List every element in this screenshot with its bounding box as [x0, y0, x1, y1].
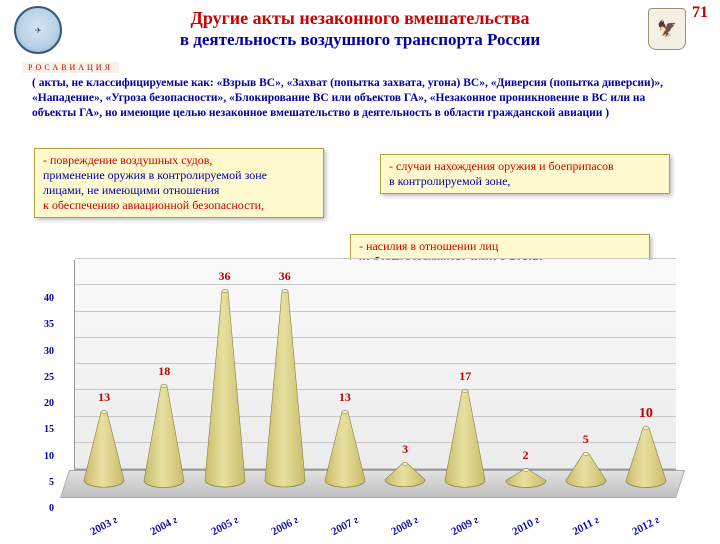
- ytick-label: 15: [32, 424, 54, 435]
- xtick-label: 2007 г: [317, 508, 372, 543]
- xtick-label: 2011 г: [558, 508, 613, 543]
- page-number: 71: [692, 4, 708, 22]
- definition-text: ( акты, не классифицируемые как: «Взрыв …: [32, 76, 692, 121]
- title-line-1: Другие акты незаконного вмешательства: [80, 8, 640, 30]
- cone: 13: [77, 408, 131, 488]
- cone: 10: [619, 424, 673, 489]
- callout2-red: - случаи нахождения оружия и боеприпасов: [389, 159, 614, 173]
- cone-value-label: 13: [318, 390, 372, 405]
- ytick-label: 0: [32, 503, 54, 514]
- callout-ammo: - случаи нахождения оружия и боеприпасов…: [380, 154, 670, 194]
- cone: 5: [559, 450, 613, 488]
- ytick-label: 10: [32, 451, 54, 462]
- cone-value-label: 5: [559, 432, 613, 447]
- ytick-label: 5: [32, 477, 54, 488]
- cone-value-label: 3: [378, 442, 432, 457]
- emblem-shield: 🦅: [648, 8, 686, 50]
- grid-line: [75, 258, 676, 259]
- callout-damage: - повреждение воздушных судов, применени…: [34, 148, 324, 218]
- ytick-label: 35: [32, 319, 54, 330]
- cone-value-label: 13: [77, 390, 131, 405]
- cone-value-label: 2: [499, 448, 553, 463]
- cone: 13: [318, 408, 372, 488]
- grid-line: [75, 284, 676, 285]
- rosaviatsia-label: РОСАВИАЦИЯ: [22, 62, 119, 73]
- cone-value-label: 36: [258, 269, 312, 284]
- xtick-label: 2012 г: [618, 508, 673, 543]
- cone-value-label: 18: [137, 364, 191, 379]
- ytick-label: 40: [32, 293, 54, 304]
- cone-chart: 13183636133172510 05101520253035402003 г…: [24, 238, 696, 536]
- callout1-red1: - повреждение воздушных судов,: [43, 153, 212, 167]
- cone-value-label: 36: [198, 269, 252, 284]
- xtick-label: 2008 г: [378, 508, 433, 543]
- cone: 17: [438, 387, 492, 488]
- callout1-blue2: лицами, не имеющими отношения: [43, 183, 219, 197]
- xtick-label: 2003 г: [77, 508, 132, 543]
- page-title: Другие акты незаконного вмешательства в …: [80, 8, 640, 50]
- xtick-label: 2005 г: [197, 508, 252, 543]
- xtick-label: 2010 г: [498, 508, 553, 543]
- ytick-label: 30: [32, 346, 54, 357]
- grid-line: [75, 337, 676, 338]
- xtick-label: 2009 г: [438, 508, 493, 543]
- grid-line: [75, 311, 676, 312]
- ytick-label: 25: [32, 372, 54, 383]
- ytick-label: 20: [32, 398, 54, 409]
- cone: 36: [258, 287, 312, 488]
- callout1-red2: к обеспечению авиационной безопасности,: [43, 198, 264, 212]
- cone: 2: [499, 466, 553, 489]
- callout1-blue1: применение оружия в контролируемой зоне: [43, 168, 267, 182]
- cone: 36: [198, 287, 252, 488]
- cone: 18: [137, 382, 191, 489]
- xtick-label: 2004 г: [137, 508, 192, 543]
- title-line-2: в деятельность воздушного транспорта Рос…: [80, 30, 640, 50]
- emblem-rosaviatsia: ✈: [14, 6, 62, 54]
- cone-value-label: 17: [438, 369, 492, 384]
- xtick-label: 2006 г: [257, 508, 312, 543]
- cone-value-label: 10: [619, 406, 673, 422]
- callout2-blue: в контролируемой зоне,: [389, 174, 510, 188]
- cone: 3: [378, 460, 432, 488]
